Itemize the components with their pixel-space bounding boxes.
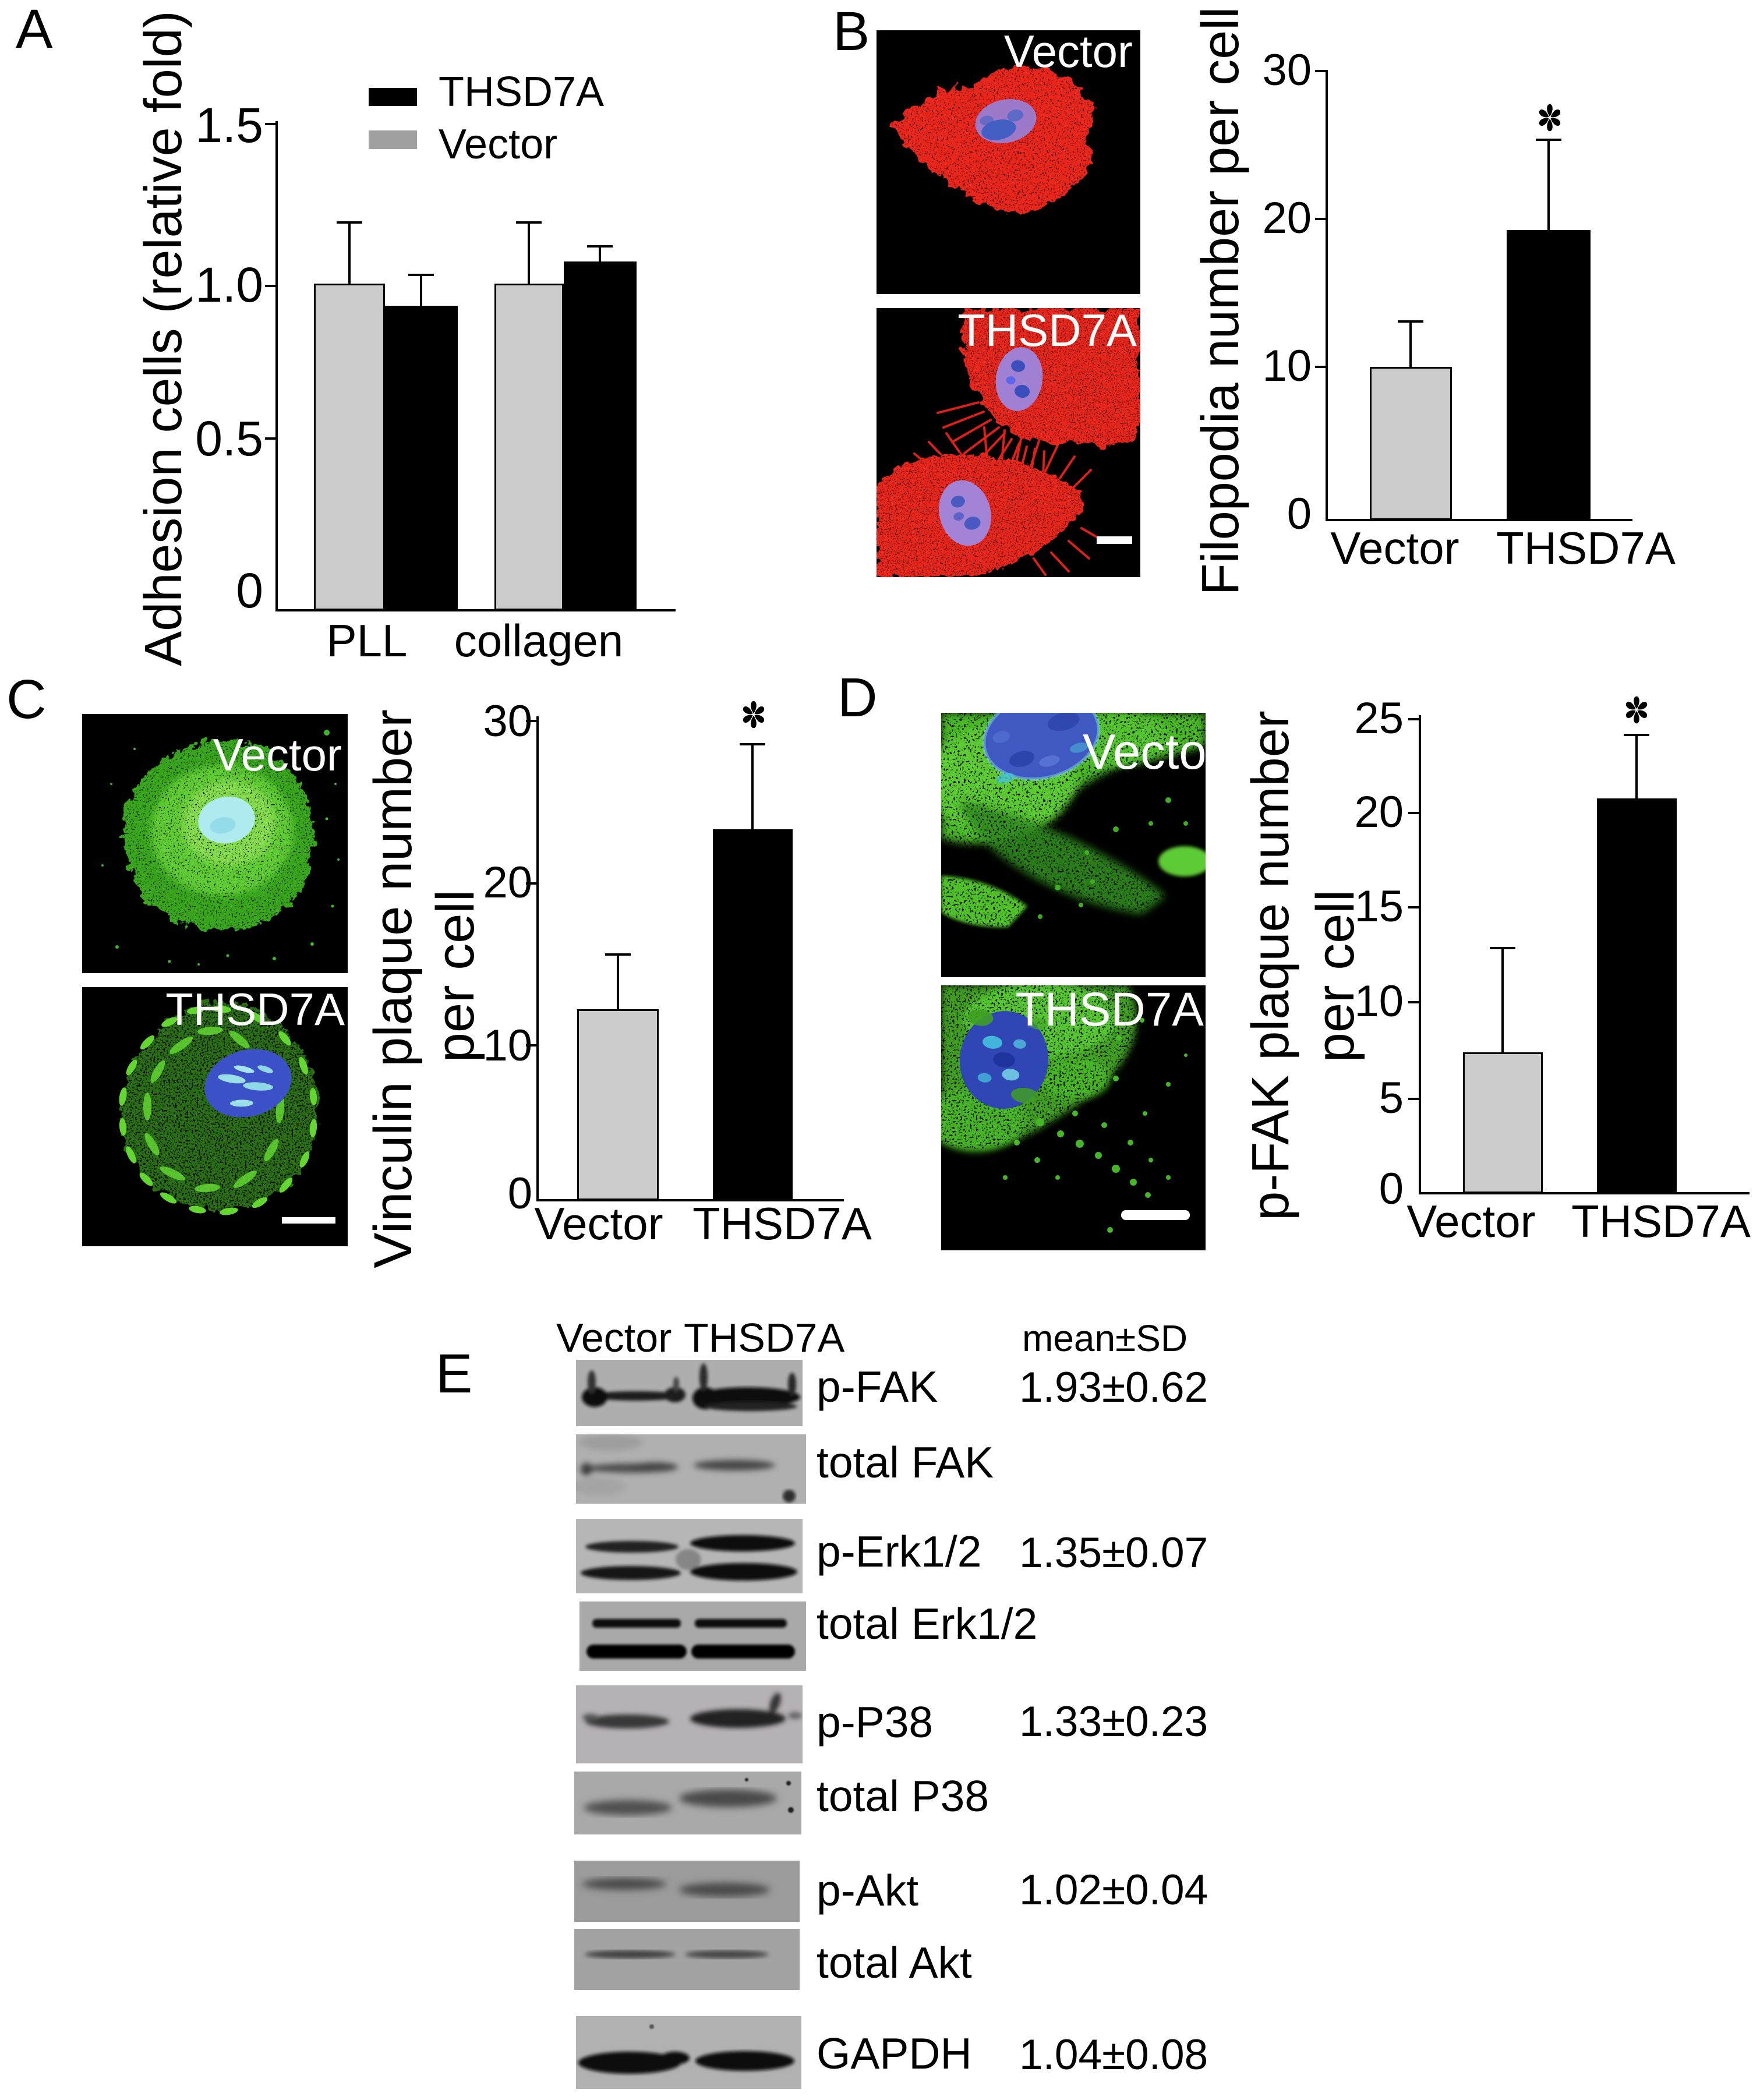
svg-text:Vector: Vector <box>1083 724 1206 780</box>
svg-text:THSD7A: THSD7A <box>165 987 345 1035</box>
svg-text:Vector: Vector <box>213 729 342 780</box>
svg-text:THSD7A: THSD7A <box>1015 985 1204 1036</box>
svg-text:Vector: Vector <box>1004 30 1133 77</box>
svg-text:THSD7A: THSD7A <box>957 308 1137 356</box>
